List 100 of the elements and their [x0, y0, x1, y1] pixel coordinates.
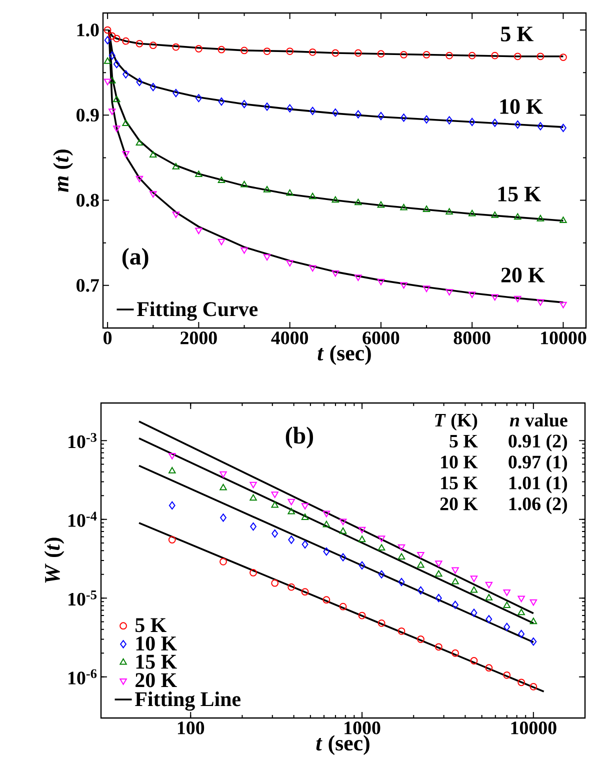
point: [263, 48, 271, 56]
point: [108, 108, 116, 115]
point: [113, 126, 120, 132]
point: [150, 191, 157, 198]
x-tick-label: 6000: [362, 332, 400, 344]
point: [195, 228, 202, 234]
legend-label: Fitting Line: [135, 692, 240, 711]
point: [423, 115, 430, 124]
point: [104, 36, 111, 44]
legend-label: 15 K: [136, 654, 177, 669]
point: [108, 32, 116, 40]
point: [240, 247, 248, 254]
x-tick-label: 100: [178, 722, 204, 734]
point: [422, 51, 430, 58]
x-tick-label: 4000: [271, 332, 308, 344]
point: [400, 204, 408, 210]
point: [400, 282, 408, 289]
point: [122, 151, 130, 158]
annotation: 5 K: [450, 434, 478, 448]
point: [308, 48, 316, 56]
point: [195, 170, 202, 178]
point: [149, 42, 157, 50]
annotation: (a): [122, 248, 148, 270]
point: [286, 48, 294, 56]
point: [172, 88, 180, 98]
point: [150, 82, 156, 92]
point: [104, 26, 112, 34]
point: [104, 78, 112, 86]
point: [113, 96, 120, 102]
annotation: 1.01 (1): [509, 476, 568, 494]
y-axis-title: W (t): [44, 538, 64, 583]
point: [354, 49, 362, 57]
annotation: 20 K: [501, 268, 545, 282]
annotation: 10 K: [500, 99, 543, 114]
point: [136, 139, 144, 146]
point: [332, 108, 339, 117]
x-axis-title: t (sec): [316, 735, 370, 756]
point: [286, 104, 294, 112]
y-tick-label: 10$^{-3}$: [68, 432, 97, 448]
point: [468, 52, 476, 60]
legend-label: Fitting Curve: [137, 302, 258, 321]
point: [122, 120, 130, 126]
point: [354, 274, 362, 282]
point: [332, 49, 340, 57]
x-tick-label: 8000: [454, 332, 490, 344]
point: [446, 52, 454, 60]
point: [263, 254, 271, 261]
point: [491, 212, 498, 218]
point: [560, 216, 567, 224]
point: [468, 292, 476, 298]
point: [491, 294, 498, 301]
point: [240, 46, 248, 54]
annotation: 0.97 (1): [508, 455, 568, 472]
point: [218, 238, 226, 246]
y-tick-label: 0.7: [76, 279, 100, 292]
point: [400, 51, 408, 58]
point: [108, 51, 116, 60]
point: [308, 265, 316, 272]
point: [354, 110, 362, 118]
annotation: 15 K: [498, 186, 541, 202]
point: [286, 189, 294, 196]
point: [309, 106, 316, 115]
point: [240, 180, 248, 188]
x-tick-label: 2000: [180, 332, 217, 344]
legend-label: 20 K: [136, 673, 177, 688]
point: [122, 70, 129, 78]
point: [263, 186, 271, 192]
point: [514, 52, 522, 60]
y-axis-title: m (t): [53, 150, 73, 192]
annotation: 1.06 (2): [509, 496, 568, 514]
y-tick-label: 1.0: [77, 24, 99, 36]
point: [112, 34, 120, 42]
y-tick-label: 0.9: [76, 108, 99, 122]
point: [332, 270, 340, 277]
point: [514, 213, 522, 220]
annotation: 5 K: [501, 26, 534, 42]
point: [377, 201, 385, 208]
point: [400, 114, 407, 122]
point: [136, 78, 143, 86]
point: [104, 57, 112, 64]
annotation: 10 K: [441, 456, 478, 468]
point: [446, 208, 453, 215]
x-tick-label: 10000: [511, 722, 556, 734]
point: [536, 299, 544, 306]
annotation: n value: [510, 413, 568, 427]
point: [514, 120, 521, 129]
point: [354, 198, 362, 206]
x-tick-label: 1000: [344, 722, 380, 734]
point: [446, 116, 453, 124]
point: [172, 43, 180, 51]
point: [286, 260, 294, 267]
y-tick-label: 10$^{-4}$: [68, 512, 97, 527]
point: [468, 118, 476, 126]
y-tick-label: 10$^{-6}$: [68, 669, 97, 684]
point: [560, 54, 567, 61]
annotation: (b): [286, 426, 313, 448]
point: [194, 45, 202, 52]
point: [492, 118, 498, 127]
point: [514, 296, 522, 302]
annotation: 15 K: [441, 476, 478, 490]
